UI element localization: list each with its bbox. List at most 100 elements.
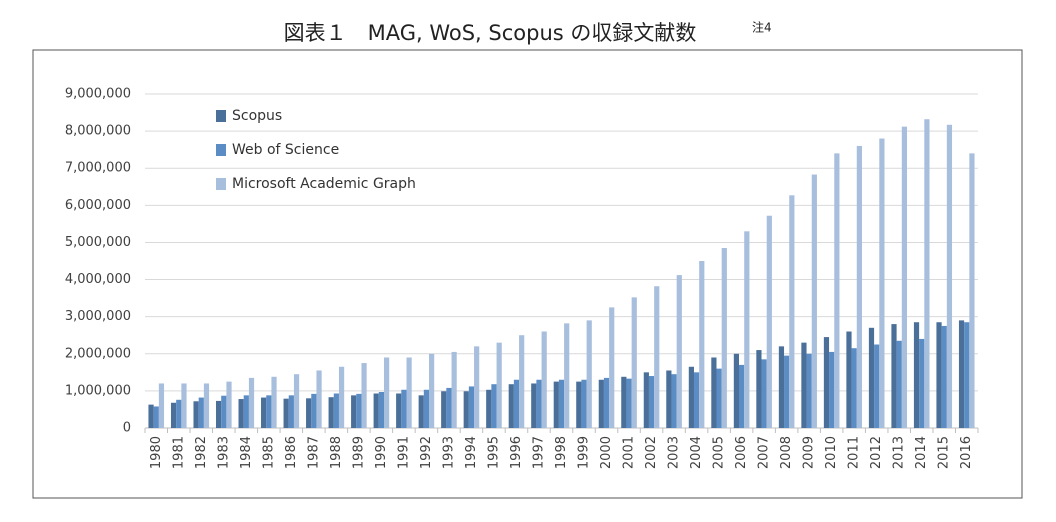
x-tick-label: 2008 [779,436,794,469]
bar [418,395,424,428]
bar [446,387,452,428]
x-tick-label: 2010 [824,436,839,469]
bar [964,322,970,428]
bar [823,337,830,428]
y-tick-label: 3,000,000 [65,309,131,324]
bar [806,353,812,428]
y-tick-label: 9,000,000 [65,87,131,102]
bar [946,124,953,429]
bar [463,391,469,428]
bar [598,379,604,428]
x-tick-label: 2001 [622,436,637,469]
bar [328,397,334,428]
bar [373,393,379,428]
bar [643,372,649,428]
bar [586,320,592,428]
bar [936,322,942,428]
chart-frame [32,49,1023,499]
bar [536,379,542,428]
x-tick-label: 2007 [757,436,772,469]
legend-label: Microsoft Academic Graph [232,176,416,192]
bar [429,353,435,428]
bar [158,383,165,428]
bar [856,145,862,428]
bar [564,323,570,428]
bar [789,195,795,428]
bar [958,320,965,428]
bar [351,395,357,428]
x-tick-label: 1980 [149,436,164,469]
bar [311,393,317,428]
bar [733,353,740,428]
bar [271,376,277,428]
y-tick-label: 7,000,000 [65,161,131,176]
title-superscript: 注4 [752,20,772,35]
x-tick-label: 1983 [216,436,231,469]
bar [603,377,610,428]
bar [693,372,700,428]
x-tick-label: 2000 [599,436,614,469]
bar [716,368,722,428]
bar [879,138,885,429]
legend-swatch [216,144,226,156]
bar [401,389,407,428]
bar [306,398,312,428]
bar [361,363,367,428]
bar [609,307,615,428]
x-tick-label: 2012 [869,436,884,469]
bar [316,370,322,428]
bar [396,393,402,428]
bar [834,153,840,428]
bar [913,322,920,428]
x-tick-label: 1982 [194,436,209,469]
x-tick-label: 1995 [486,436,501,469]
bar [491,384,497,428]
bar [451,351,457,428]
x-tick-label: 2013 [892,436,907,469]
bar [553,381,559,428]
bar [378,392,384,428]
bar [576,381,582,428]
x-tick-label: 2005 [712,436,727,469]
x-tick-label: 2009 [802,436,817,469]
bar [288,395,294,428]
bar [148,404,154,428]
y-tick-label: 0 [123,421,131,436]
bar [153,406,159,428]
y-tick-label: 8,000,000 [65,124,131,139]
legend-swatch [216,110,226,122]
x-tick-label: 2004 [689,436,704,469]
x-tick-label: 2002 [644,436,659,469]
bar [671,374,677,428]
bar [874,344,880,428]
bar [829,351,835,428]
bar [919,338,925,428]
bar [226,381,232,428]
bar [474,346,480,428]
y-tick-label: 6,000,000 [65,198,131,213]
bar [924,119,930,428]
bar [901,126,908,428]
x-tick-label: 2015 [937,436,952,469]
bar [801,342,807,428]
bar [784,355,790,428]
x-tick-label: 2016 [959,436,974,469]
bar [969,153,975,428]
x-tick-label: 1988 [329,436,344,469]
x-tick-label: 1987 [306,436,321,469]
bar [338,366,345,428]
bar [531,383,537,428]
bar [868,327,875,428]
bar [261,397,267,428]
x-tick-label: 2006 [734,436,749,469]
bar [941,325,947,428]
bar [508,384,514,428]
chart-title: 図表１ MAG, WoS, Scopus の収録文献数 [284,21,697,45]
bar [699,261,705,428]
bar [198,397,204,428]
bar [621,376,627,428]
x-tick-label: 1996 [509,436,524,469]
bar [778,346,785,428]
bar [766,215,772,428]
